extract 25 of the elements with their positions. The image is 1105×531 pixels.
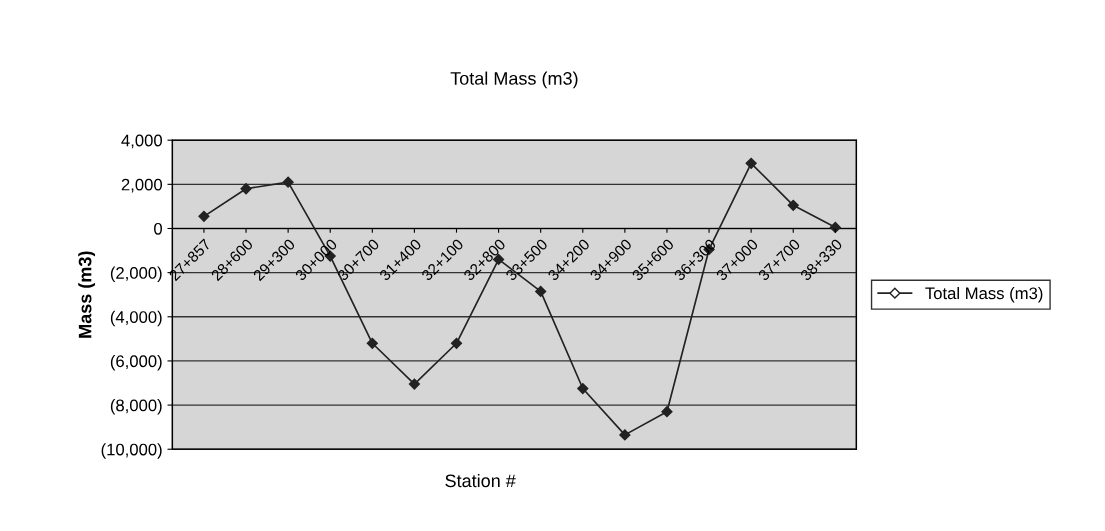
y-tick-label: 0: [154, 222, 163, 235]
point: [535, 285, 547, 297]
point: [366, 337, 378, 349]
point: [619, 429, 631, 441]
point: [450, 337, 463, 349]
y-tick-label: (4,000): [110, 310, 162, 327]
chart-title: Total Mass (m3): [450, 71, 578, 89]
legend-label: Total Mass (m3): [925, 286, 1043, 303]
point: [282, 176, 294, 188]
point: [829, 221, 841, 233]
y-axis-title: Mass (m3): [78, 251, 96, 338]
point: [240, 183, 252, 195]
point: [745, 157, 757, 169]
y-tick-label: (2,000): [110, 266, 162, 283]
y-tick-label: 4,000: [121, 134, 163, 149]
point: [577, 382, 589, 395]
y-tick-label: (10,000): [101, 443, 162, 459]
x-axis-title: Station #: [445, 473, 516, 488]
y-tick-label: 2,000: [121, 178, 163, 193]
point: [661, 406, 673, 418]
y-tick-label: (8,000): [110, 399, 162, 415]
point: [198, 210, 210, 222]
point: [408, 378, 421, 390]
y-tick-label: (6,000): [110, 354, 162, 371]
point: [787, 199, 799, 211]
